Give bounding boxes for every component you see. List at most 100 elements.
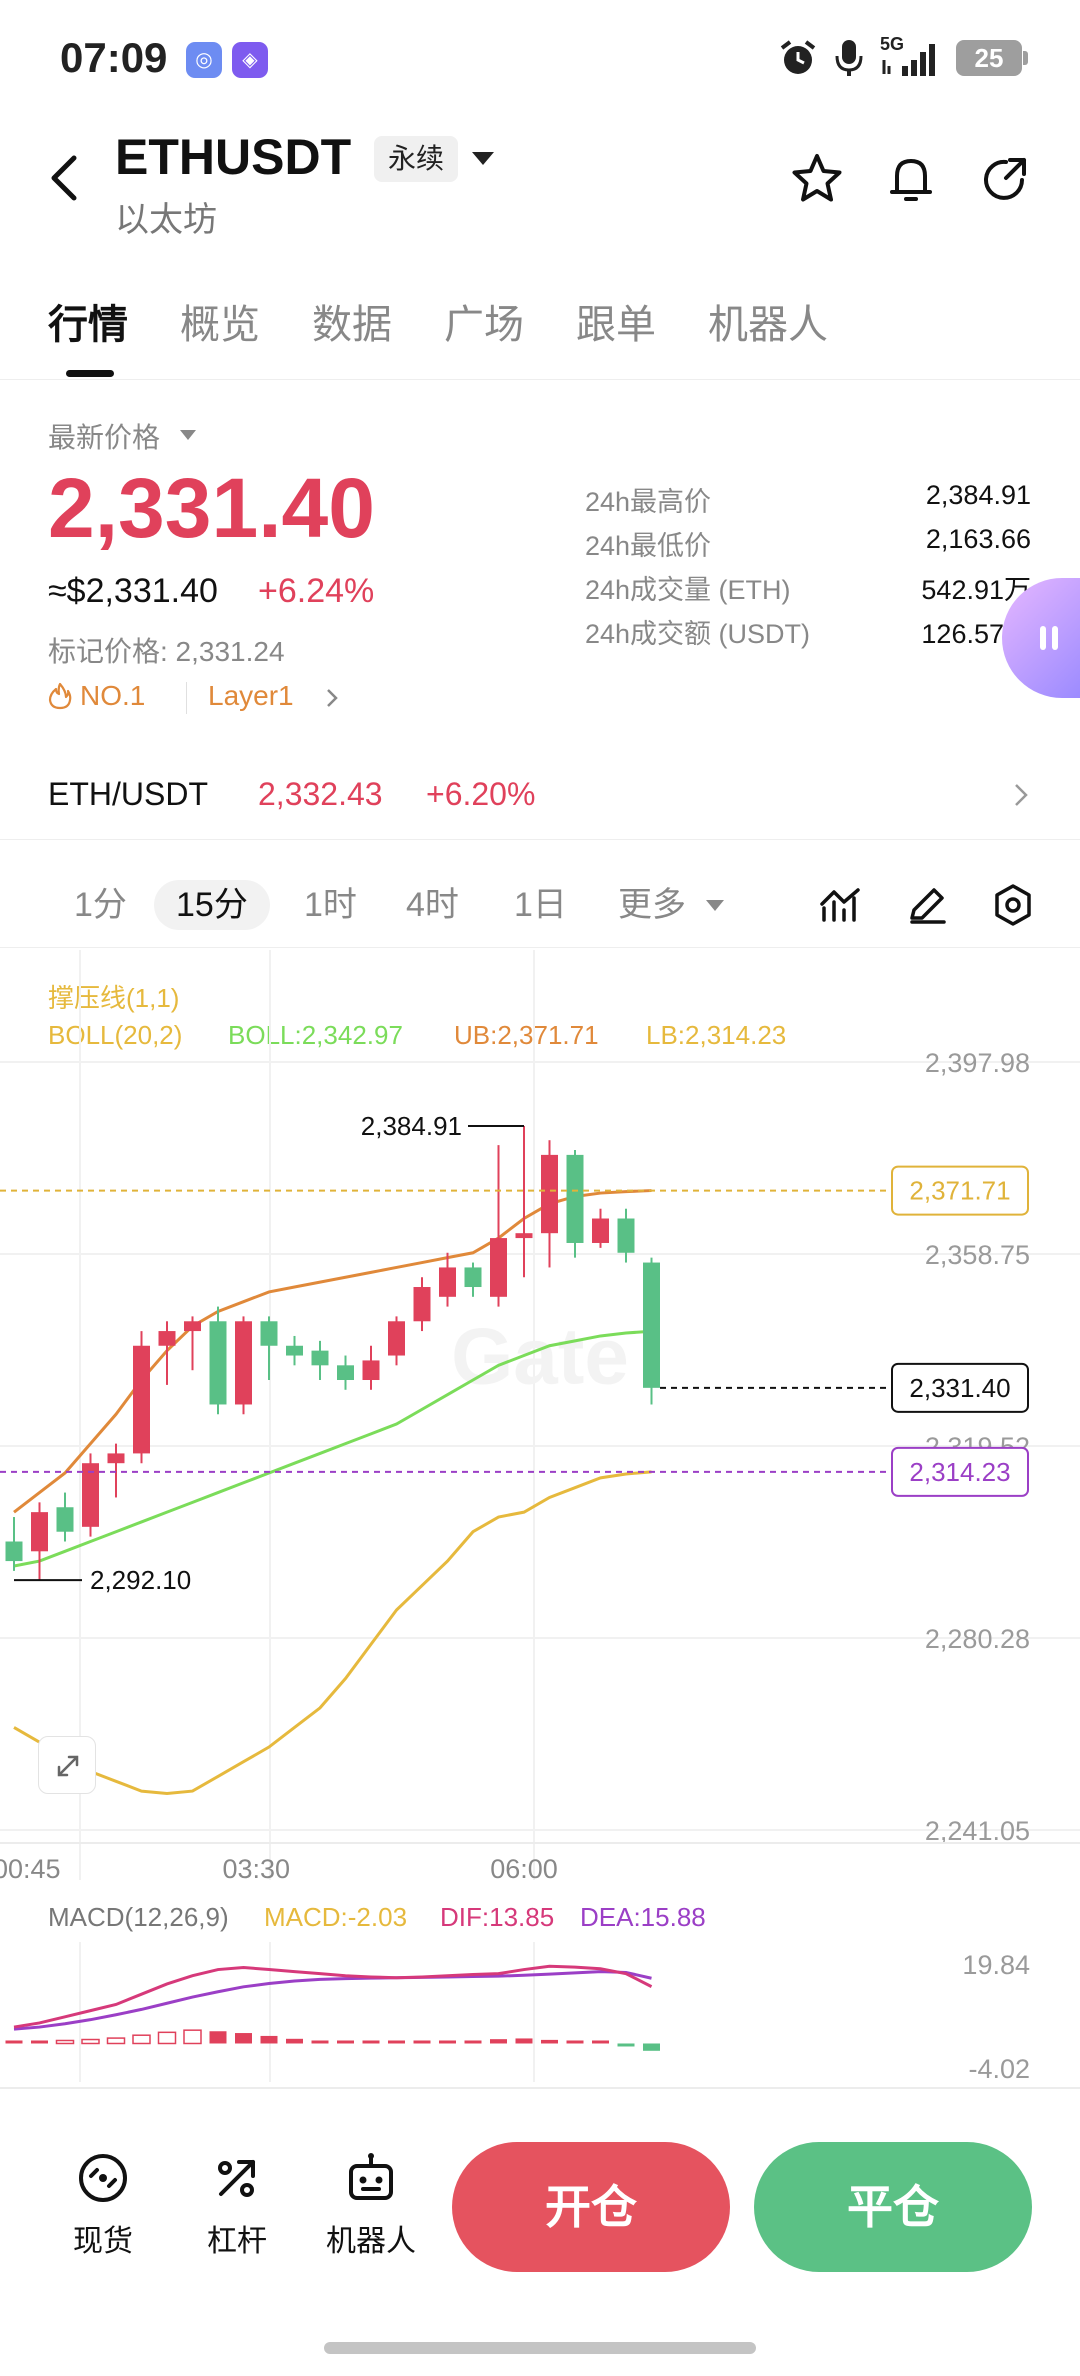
last-price: 2,331.40 — [48, 461, 375, 555]
bottom-action-bar: 现货 杠杆 机器人 开仓 平仓 — [0, 2120, 1080, 2280]
macd-value-label: MACD:-2.03 — [264, 1902, 408, 1932]
interval-15m[interactable]: 15分 — [154, 880, 270, 930]
indicator-icon[interactable] — [818, 882, 864, 928]
boll-lower-band — [13, 1470, 652, 1796]
close-position-button[interactable]: 平仓 — [754, 2142, 1032, 2272]
macd-histogram-bar — [286, 2038, 303, 2044]
market-header: ETHUSDT 永续 以太坊 — [0, 120, 1080, 250]
asset-name: 以太坊 — [115, 201, 217, 239]
stat-value: 2,163.66 — [925, 524, 1031, 554]
high-marker-label: 2,384.91 — [361, 1111, 462, 1141]
macd-params-label[interactable]: MACD(12,26,9) — [48, 1902, 229, 1932]
macd-histogram-bar — [157, 2031, 177, 2045]
category-tag[interactable]: Layer1 — [208, 680, 294, 711]
alarm-icon — [780, 40, 816, 74]
price-line-label: 2,371.71 — [909, 1176, 1010, 1206]
open-position-button[interactable]: 开仓 — [452, 2142, 730, 2272]
macd-histogram-bar — [515, 2038, 533, 2044]
support-resistance-label[interactable]: 撑压线(1,1) — [48, 983, 180, 1013]
kline-chart[interactable]: 撑压线(1,1) BOLL(20,2) BOLL:2,342.97 UB:2,3… — [0, 950, 1080, 2089]
price-line-label-box — [891, 1165, 1029, 1216]
tab-bots[interactable]: 机器人 — [708, 303, 828, 347]
chevron-down-icon[interactable] — [472, 152, 494, 165]
robot-icon — [349, 2153, 393, 2200]
tab-copy-trading[interactable]: 跟单 — [576, 303, 656, 347]
interval-1h[interactable]: 1时 — [304, 886, 357, 924]
x-axis-tick-label: 06:00 — [490, 1854, 558, 1884]
latest-price-label[interactable]: 最新价格 — [48, 422, 161, 453]
caret-down-icon[interactable] — [180, 430, 196, 440]
interval-more[interactable]: 更多 — [618, 886, 686, 924]
candle-body — [439, 1267, 456, 1297]
rank-tag[interactable]: NO.1 — [48, 680, 145, 712]
candle-body — [5, 1541, 23, 1562]
candle-body — [362, 1360, 380, 1381]
boll-ub-label: UB:2,371.71 — [454, 1020, 599, 1050]
star-icon[interactable] — [788, 150, 846, 208]
low-marker-label: 2,292.10 — [90, 1565, 191, 1595]
macd-histogram-bar — [566, 2040, 584, 2044]
tab-market[interactable]: 行情 — [48, 303, 128, 347]
candlestick-plot[interactable]: 2,397.982,358.752,319.522,280.282,241.05… — [0, 950, 1080, 1886]
stat-label: 24h成交量 (ETH) — [585, 575, 791, 605]
dea-value-label: DEA:15.88 — [580, 1902, 706, 1932]
home-indicator[interactable] — [324, 2342, 756, 2354]
chevron-right-icon[interactable] — [322, 686, 342, 710]
nav-spot[interactable]: 现货 — [48, 2150, 158, 2260]
interval-1d[interactable]: 1日 — [514, 886, 567, 924]
boll-mid-label: BOLL:2,342.97 — [228, 1020, 403, 1050]
fullscreen-button[interactable] — [38, 1736, 96, 1794]
candle-body — [643, 1262, 660, 1388]
y-axis-tick-label: 2,241.05 — [925, 1816, 1030, 1846]
tab-square[interactable]: 广场 — [444, 303, 524, 347]
boll-params-label[interactable]: BOLL(20,2) — [48, 1020, 183, 1050]
nav-leverage[interactable]: 杠杆 — [182, 2150, 292, 2260]
tab-overview[interactable]: 概览 — [180, 303, 260, 347]
bell-icon[interactable] — [882, 150, 940, 208]
chevron-right-icon[interactable] — [1010, 780, 1032, 810]
candle-body — [158, 1331, 176, 1346]
nav-bots[interactable]: 机器人 — [316, 2150, 426, 2260]
macd-histogram-bar — [362, 2040, 380, 2044]
spot-icon — [79, 2154, 127, 2202]
candle-body — [133, 1345, 150, 1454]
status-bar: 07:09 ◎ ◈ 5G 25 — [0, 0, 1080, 120]
tab-data[interactable]: 数据 — [312, 303, 392, 347]
spot-pair-name: ETH/USDT — [48, 776, 208, 812]
candle-body — [56, 1507, 74, 1532]
interval-1m[interactable]: 1分 — [74, 886, 127, 924]
spot-pair-row[interactable]: ETH/USDT 2,332.43 +6.20% — [0, 750, 1080, 840]
contract-type-badge[interactable]: 永续 — [374, 136, 459, 182]
share-icon[interactable] — [976, 150, 1034, 208]
signal-bars-icon — [882, 44, 935, 76]
contract-symbol[interactable]: ETHUSDT — [115, 129, 352, 185]
chart-settings-icon[interactable] — [990, 882, 1036, 928]
candle-body — [592, 1218, 609, 1243]
dif-line — [13, 1964, 653, 2029]
macd-histogram-bar — [592, 2040, 609, 2044]
macd-histogram-bar — [311, 2040, 329, 2044]
macd-histogram-bar — [388, 2040, 405, 2044]
candle-body — [209, 1321, 227, 1405]
candle-body — [413, 1287, 431, 1322]
macd-plot[interactable]: 19.84 -4.02 — [0, 1942, 1080, 2092]
back-icon[interactable] — [40, 148, 92, 208]
candle-body — [337, 1365, 354, 1381]
price-line-label-box — [891, 1362, 1029, 1413]
draw-tool-icon[interactable] — [904, 882, 950, 928]
leverage-icon — [218, 2160, 255, 2197]
boll-lb-label: LB:2,314.23 — [646, 1020, 787, 1050]
nav-leverage-label: 杠杆 — [207, 2225, 267, 2258]
expand-icon — [57, 1755, 79, 1777]
interval-selector: 1分 15分 1时 4时 1日 更多 — [0, 862, 1080, 948]
candle-body — [235, 1321, 252, 1405]
candle-body — [311, 1350, 329, 1366]
x-axis-tick-label: 00:45 — [0, 1854, 61, 1884]
caret-down-icon[interactable] — [706, 900, 724, 911]
candle-body — [388, 1321, 405, 1356]
nav-spot-label: 现货 — [73, 2225, 133, 2258]
candle-body — [566, 1154, 584, 1243]
candle-body — [82, 1463, 99, 1527]
price-line-label: 2,331.40 — [909, 1373, 1010, 1403]
interval-4h[interactable]: 4时 — [406, 886, 459, 924]
